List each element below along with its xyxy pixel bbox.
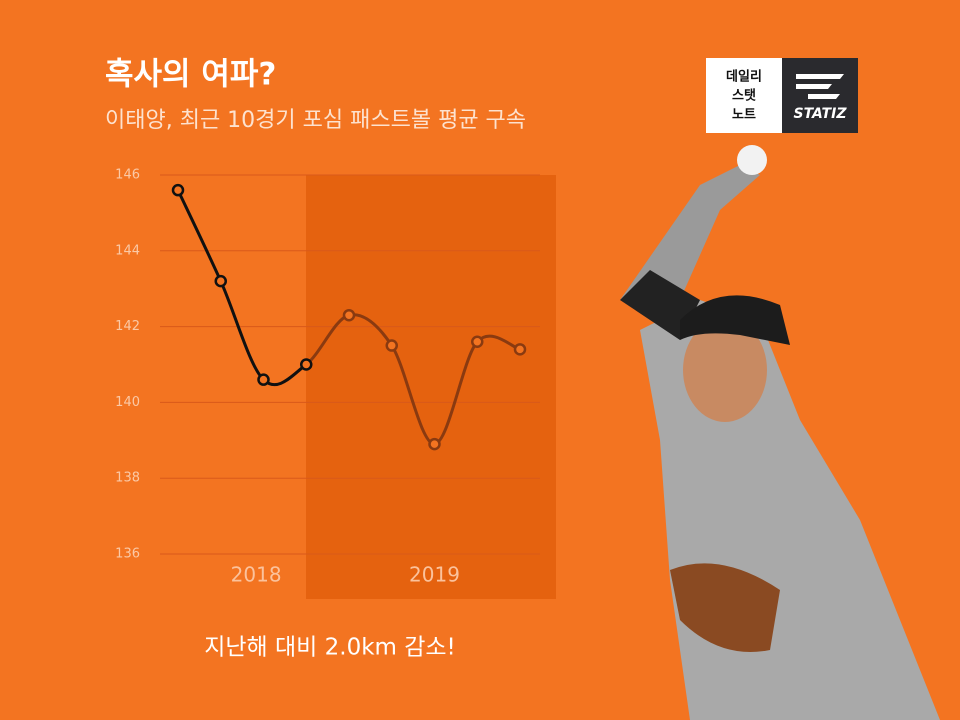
y-tick-label: 138 [115,471,140,486]
point [257,373,270,386]
period-label: 2019 [409,563,460,587]
chart-subtitle: 이태양, 최근 10경기 포심 패스트볼 평균 구속 [105,108,526,133]
point [214,274,227,288]
chart-title: 혹사의 여파? [105,57,276,93]
point [171,183,185,197]
point [385,339,398,352]
y-tick-label: 140 [115,395,140,410]
point [342,308,356,322]
player-photo [620,145,940,720]
logo-text: 노트 [732,108,756,123]
logo-icon [796,74,844,99]
y-tick-label: 144 [115,243,140,258]
point [471,335,484,349]
logo-text: 스탯 [732,88,756,104]
logo-text: 데일리 [726,69,762,85]
line-series [176,189,308,387]
period-shade [306,175,556,599]
annotation: 지난해 대비 2.0km 감소! [204,635,456,661]
point [428,437,441,451]
point [513,343,527,356]
y-tick-label: 142 [115,319,140,334]
logo-left [706,58,782,133]
y-tick-label: 136 [115,547,140,562]
y-tick-label: 146 [115,168,140,183]
point [300,358,313,371]
logo: 데일리 스탯 노트 STATIZ [706,58,858,133]
logo-brand: STATIZ [794,106,848,122]
period-label: 2018 [231,563,282,587]
